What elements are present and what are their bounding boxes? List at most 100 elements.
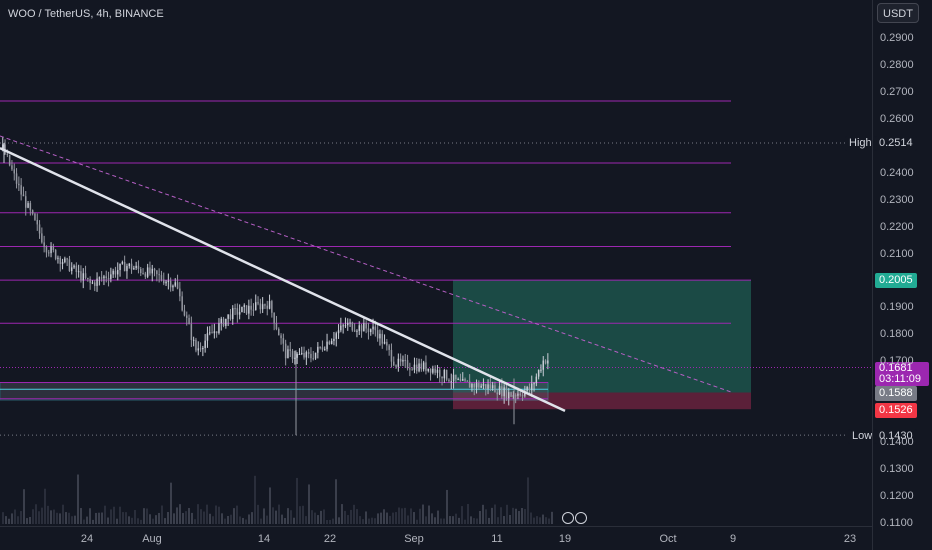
candle-body bbox=[443, 369, 446, 379]
candle-body bbox=[151, 268, 153, 274]
chart-area[interactable]: WOO / TetherUS, 4h, BINANCE High Low bbox=[0, 0, 877, 526]
price-tick-label: 0.2600 bbox=[880, 112, 914, 125]
volume-bar bbox=[299, 506, 301, 524]
candle-body bbox=[34, 213, 36, 220]
candle-body bbox=[204, 340, 206, 349]
candle-body bbox=[367, 328, 370, 333]
candle-body bbox=[190, 324, 193, 340]
volume-bar bbox=[41, 507, 43, 524]
volume-bar bbox=[35, 504, 37, 524]
candle-body bbox=[43, 242, 45, 247]
candle-body bbox=[15, 173, 18, 184]
candle-body bbox=[496, 392, 498, 395]
volume-bar bbox=[494, 504, 496, 524]
time-tick-label: 19 bbox=[558, 533, 572, 545]
candle-body bbox=[199, 348, 202, 350]
volume-bar bbox=[227, 515, 229, 524]
candle-body bbox=[526, 386, 528, 391]
volume-bar bbox=[197, 504, 199, 524]
support-zone bbox=[0, 382, 549, 401]
volume-bar bbox=[401, 508, 403, 524]
candle-body bbox=[294, 357, 296, 359]
volume-bar bbox=[191, 512, 193, 524]
candle-body bbox=[478, 383, 480, 388]
candle-body bbox=[291, 350, 294, 359]
volume-bar bbox=[458, 517, 460, 524]
volume-bar bbox=[14, 509, 16, 524]
candle-body bbox=[314, 352, 317, 359]
candle-body bbox=[100, 277, 103, 279]
candle-body bbox=[342, 325, 344, 327]
volume-bar bbox=[542, 514, 544, 524]
stop-zone bbox=[453, 392, 751, 410]
volume-bar bbox=[356, 509, 358, 524]
us-flag-icon[interactable] bbox=[575, 512, 587, 524]
volume-bar bbox=[314, 512, 316, 524]
candle-body bbox=[64, 258, 66, 263]
volume-bar bbox=[311, 510, 313, 524]
candle-body bbox=[498, 386, 501, 395]
candle-body bbox=[38, 224, 41, 234]
volume-bar bbox=[449, 516, 451, 524]
time-tick-label: 23 bbox=[843, 533, 857, 545]
candle-body bbox=[521, 395, 524, 397]
volume-bar bbox=[437, 510, 439, 524]
candle-body bbox=[77, 271, 80, 273]
volume-bar bbox=[44, 488, 46, 524]
candle-body bbox=[432, 368, 434, 373]
volume-bar bbox=[236, 505, 238, 524]
volume-bar bbox=[440, 518, 442, 524]
volume-bar bbox=[167, 512, 169, 524]
candle-body bbox=[268, 301, 271, 309]
volume-bar bbox=[326, 519, 328, 524]
candle-body bbox=[358, 325, 360, 331]
volume-bar bbox=[527, 477, 529, 524]
candle-body bbox=[130, 263, 133, 270]
price-tick-label: 0.1900 bbox=[880, 301, 914, 314]
candle-body bbox=[335, 333, 337, 339]
volume-bar bbox=[476, 518, 478, 524]
candle-body bbox=[328, 341, 331, 344]
volume-bar bbox=[134, 510, 136, 524]
volume-bar bbox=[308, 484, 310, 524]
volume-bar bbox=[395, 512, 397, 524]
us-flag-icon[interactable] bbox=[562, 512, 574, 524]
price-tick-label: 0.2400 bbox=[880, 166, 914, 179]
volume-bar bbox=[359, 516, 361, 524]
currency-button[interactable]: USDT bbox=[877, 3, 919, 23]
volume-bar bbox=[284, 518, 286, 524]
candle-body bbox=[494, 385, 496, 393]
volume-bar bbox=[260, 518, 262, 524]
candle-body bbox=[266, 305, 268, 309]
volume-bar bbox=[125, 512, 127, 524]
candle-body bbox=[280, 335, 282, 339]
time-tick-label: 24 bbox=[80, 533, 94, 545]
candle-body bbox=[448, 379, 450, 382]
candle-body bbox=[372, 326, 374, 330]
candle-body bbox=[133, 268, 135, 270]
candle-body bbox=[284, 343, 287, 359]
candle-body bbox=[80, 271, 82, 281]
volume-bar bbox=[377, 513, 379, 524]
time-axis[interactable] bbox=[0, 526, 872, 550]
candle-body bbox=[487, 384, 489, 389]
candle-body bbox=[340, 325, 342, 331]
entry-price-badge: 0.1588 bbox=[875, 386, 917, 401]
volume-bar bbox=[224, 518, 226, 524]
volume-bar bbox=[212, 516, 214, 524]
candle-body bbox=[330, 340, 333, 344]
volume-bar bbox=[446, 489, 448, 524]
candle-body bbox=[128, 263, 130, 267]
volume-bar bbox=[233, 508, 235, 524]
price-chart[interactable] bbox=[0, 0, 872, 526]
price-axis[interactable] bbox=[872, 0, 932, 550]
candle-body bbox=[13, 169, 15, 174]
volume-bar bbox=[26, 518, 28, 524]
volume-bar bbox=[32, 509, 34, 524]
volume-bar bbox=[113, 506, 115, 524]
volume-bar bbox=[503, 516, 505, 524]
candle-body bbox=[222, 318, 225, 326]
volume-bar bbox=[365, 511, 367, 524]
candle-body bbox=[485, 384, 487, 389]
volume-bar bbox=[101, 512, 103, 524]
